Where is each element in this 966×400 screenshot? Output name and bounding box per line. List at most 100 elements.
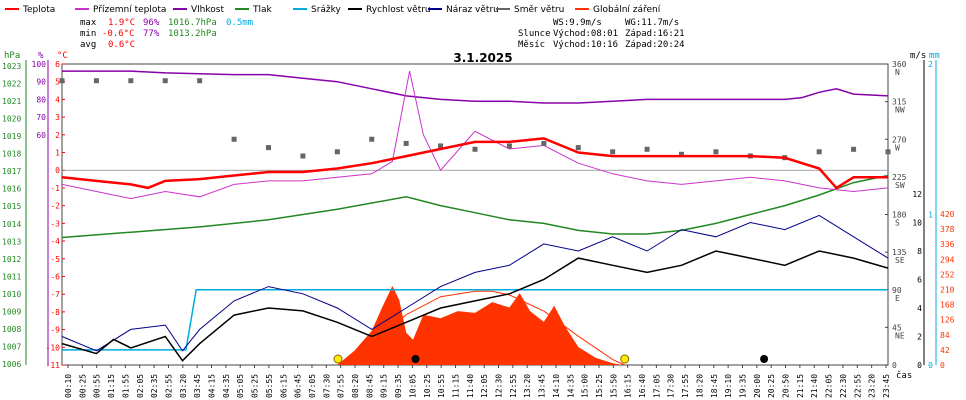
tick-label: 02:05 (136, 374, 145, 398)
info-sun-rise: Východ:08:01 (553, 29, 618, 39)
tick-label: 0 (917, 361, 922, 370)
stats-max-hum: 96% (143, 18, 160, 28)
tick-label: 17:05 (652, 374, 661, 398)
tick-label: 1007 (2, 342, 21, 351)
tick-label: 20:25 (767, 374, 776, 398)
tick-label: SW (895, 181, 905, 190)
stats-min-hum: 77% (143, 29, 160, 39)
tick-label: 13:20 (523, 374, 532, 398)
wind-dir-point (231, 136, 237, 142)
tick-label: -3 (50, 219, 60, 228)
tick-label: 04:15 (208, 374, 217, 398)
stats-max-label: max (80, 18, 97, 28)
wind-dir-point (197, 78, 203, 84)
tick-label: 15:50 (609, 374, 618, 398)
tick-label: 8 (917, 247, 922, 256)
tick-label: N (895, 68, 900, 77)
tick-label: 3 (55, 113, 60, 122)
tick-label: 17:30 (667, 374, 676, 398)
tick-label: 2 (917, 333, 922, 342)
tick-label: 210 (940, 286, 955, 295)
tick-label: 1012 (2, 255, 21, 264)
tick-label: 15:25 (595, 374, 604, 398)
tick-label: 42 (940, 346, 950, 355)
tick-label: 23:45 (882, 374, 891, 398)
stats-min-press: 1013.2hPa (168, 29, 217, 39)
wind-dir-point (59, 78, 65, 84)
tick-label: NE (895, 331, 905, 340)
sun-marker (620, 354, 630, 364)
tick-label: 10 (912, 219, 922, 228)
tick-label: 12 (912, 190, 922, 199)
tick-label: 1021 (2, 97, 21, 106)
tick-label: 23:20 (868, 374, 877, 398)
legend-label: Tlak (252, 5, 273, 15)
wind-dir-point (541, 140, 547, 146)
stats-min-temp: -0.6°C (102, 29, 135, 39)
tick-label: 04:35 (222, 374, 231, 398)
tick-label: 70 (36, 113, 46, 122)
wind-dir-point (300, 153, 306, 159)
axis-title-pct: % (38, 51, 44, 61)
stats-max-temp: 1.9°C (108, 18, 135, 28)
legend-label: Vlhkost (191, 5, 224, 15)
info-moon-label: Měsíc (518, 40, 545, 50)
tick-label: 05:05 (236, 374, 245, 398)
tick-label: 03:45 (193, 374, 202, 398)
tick-label: 1006 (2, 360, 21, 369)
tick-label: 1014 (2, 220, 21, 229)
legend-label: Teplota (22, 5, 55, 15)
tick-label: 4 (917, 304, 922, 313)
tick-label: 168 (940, 301, 955, 310)
legend-label: Přízemní teplota (93, 5, 166, 15)
radiation-area (337, 285, 623, 365)
tick-label: 252 (940, 270, 955, 279)
axis-title-degc: °C (57, 51, 68, 61)
tick-label: 45 (892, 323, 902, 332)
wind-dir-point (266, 145, 271, 151)
wind-dir-point (610, 149, 616, 155)
info-sun-label: Slunce (518, 29, 551, 39)
tick-label: 1013 (2, 237, 21, 246)
tick-label: 1022 (2, 80, 21, 89)
tick-label: NW (895, 106, 905, 115)
tick-label: 19:10 (724, 374, 733, 398)
stats-max-rain: 0.5mm (226, 18, 253, 28)
tick-label: 08:45 (365, 374, 374, 398)
precipitation-line (62, 289, 888, 351)
stats-avg-label: avg (80, 40, 96, 50)
tick-label: 126 (940, 316, 955, 325)
tick-label: 02:35 (150, 374, 159, 398)
tick-label: 1019 (2, 132, 21, 141)
tick-label: 09:35 (394, 374, 403, 398)
tick-label: 360 (892, 60, 907, 69)
tick-label: 13:45 (538, 374, 547, 398)
tick-label: 15:00 (581, 374, 590, 398)
tick-label: 60 (36, 131, 46, 140)
tick-label: 18:20 (695, 374, 704, 398)
tick-label: 12:30 (495, 374, 504, 398)
tick-label: 100 (32, 60, 47, 69)
tick-label: 1015 (2, 202, 21, 211)
tick-label: 1008 (2, 325, 21, 334)
tick-label: 10:55 (437, 374, 446, 398)
tick-label: 20:50 (782, 374, 791, 398)
info-ws: WS:9.9m/s (553, 18, 602, 28)
tick-label: 1018 (2, 150, 21, 159)
tick-label: 1023 (2, 62, 21, 71)
wind-dir-point (713, 149, 719, 155)
tick-label: 90 (892, 286, 902, 295)
tick-label: 4 (55, 95, 60, 104)
tick-label: 12:55 (509, 374, 518, 398)
tick-label: 18:45 (710, 374, 719, 398)
tick-label: -11 (46, 361, 61, 370)
legend-label: Globální záření (593, 5, 661, 15)
wind-dir-point (816, 149, 822, 155)
tick-label: 1010 (2, 290, 21, 299)
tick-label: 2 (928, 60, 933, 69)
wind-dir-point (334, 149, 340, 155)
axis-title-ms: m/s (910, 51, 926, 61)
tick-label: E (895, 294, 900, 303)
stats-block: max 1.9°C 96% 1016.7hPa 0.5mm min -0.6°C… (80, 18, 253, 50)
